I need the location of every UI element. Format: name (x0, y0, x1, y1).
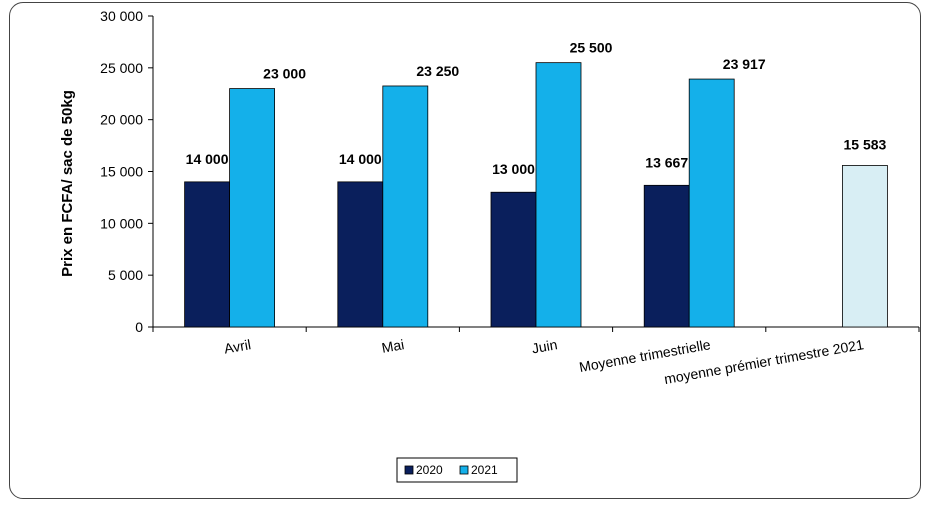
y-tick-label: 15 000 (100, 164, 143, 180)
bar-2021-0 (229, 88, 276, 328)
y-axis-title: Prix en FCFA/ sac de 50kg (59, 90, 76, 277)
chart-frame (9, 2, 921, 499)
category-label-0: Avril (223, 336, 252, 356)
bar-2021-3 (688, 78, 735, 328)
bar-2021-1 (382, 85, 429, 328)
category-label-1: Mai (380, 336, 405, 356)
data-label-2021-1: 23 250 (416, 63, 459, 79)
data-label-2020-1: 14 000 (339, 151, 382, 167)
data-label-2020-0: 14 000 (186, 151, 229, 167)
data-label-premier-trimestre-2021: 15 583 (843, 136, 886, 152)
data-label-2021-3: 23 917 (723, 56, 766, 72)
data-label-2020-3: 13 667 (645, 154, 688, 170)
bar-2020-3 (643, 184, 690, 328)
legend-label-2020: 2020 (416, 463, 443, 477)
legend-box (396, 457, 518, 483)
bar-premier-trimestre-2021 (842, 165, 888, 328)
bar-2020-2 (490, 191, 537, 328)
legend-swatch-2021 (459, 465, 469, 475)
data-label-2021-2: 25 500 (570, 40, 613, 56)
y-tick-label: 30 000 (100, 8, 143, 24)
legend-label-2021: 2021 (471, 463, 498, 477)
legend-swatch-2020 (404, 465, 414, 475)
y-tick-label: 5 000 (108, 267, 143, 283)
data-label-2021-0: 23 000 (263, 66, 306, 82)
y-tick-label: 10 000 (100, 215, 143, 231)
y-tick-label: 25 000 (100, 60, 143, 76)
y-tick-label: 0 (135, 319, 143, 335)
data-label-2020-2: 13 000 (492, 161, 535, 177)
bar-2020-0 (184, 181, 231, 328)
category-label-2: Juin (530, 336, 558, 356)
bar-2020-1 (337, 181, 384, 328)
y-tick-label: 20 000 (100, 112, 143, 128)
bar-2021-2 (535, 62, 582, 328)
